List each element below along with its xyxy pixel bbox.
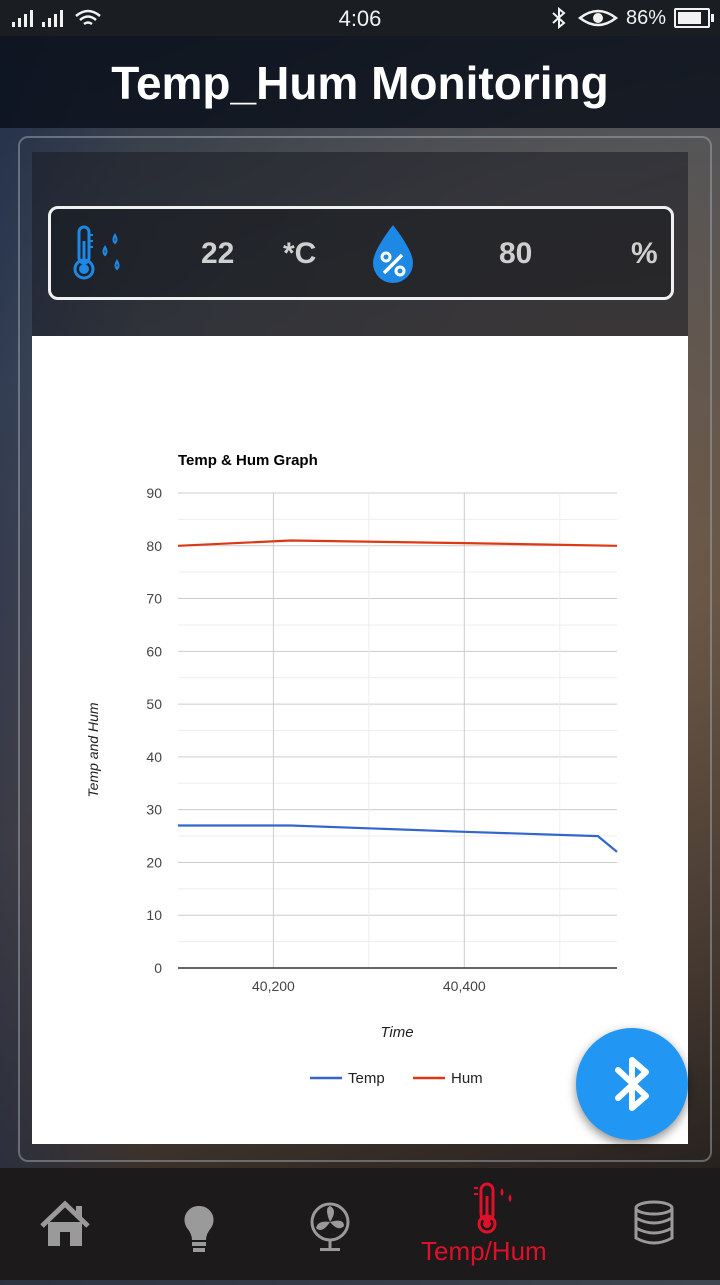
y-tick-label: 40 — [146, 749, 162, 765]
legend-label-temp: Temp — [348, 1070, 385, 1087]
signal-indicators — [10, 6, 120, 35]
y-tick-label: 20 — [146, 854, 162, 870]
nav-database[interactable] — [610, 1168, 700, 1280]
app-header: Temp_Hum Monitoring — [0, 36, 720, 128]
chart-ticks: 0 10 20 30 40 50 60 70 80 90 40,200 40,400 — [146, 485, 486, 994]
y-tick-label: 60 — [146, 643, 162, 659]
y-tick-label: 70 — [146, 591, 162, 607]
nav-home[interactable] — [20, 1168, 110, 1280]
battery-icon — [674, 8, 714, 28]
y-axis-label: Temp and Hum — [85, 702, 101, 798]
database-icon — [634, 1200, 674, 1245]
bluetooth-icon — [552, 6, 566, 30]
y-tick-label: 90 — [146, 485, 162, 501]
y-tick-label: 50 — [146, 696, 162, 712]
content-frame — [18, 136, 712, 1162]
chart-legend: Temp Hum — [310, 1070, 483, 1087]
y-tick-label: 10 — [146, 907, 162, 923]
clock: 4:06 — [338, 6, 382, 31]
y-tick-label: 80 — [146, 538, 162, 554]
y-tick-label: 30 — [146, 802, 162, 818]
chart-card: Temp & Hum Graph 0 10 20 30 40 50 60 70 80 90 40,2… — [32, 336, 688, 1144]
thermometer-drops-icon — [73, 225, 120, 280]
home-icon — [40, 1200, 90, 1246]
chart-series — [177, 539, 618, 853]
readings-box: 22 *C 80 % — [48, 206, 674, 300]
bluetooth-button[interactable] — [576, 1028, 688, 1140]
thermometer-icon — [474, 1182, 512, 1234]
status-bar: 4:06 86% — [0, 0, 720, 36]
y-tick-label: 0 — [154, 960, 162, 976]
eye-icon — [577, 9, 618, 27]
page-title: Temp_Hum Monitoring — [111, 57, 609, 109]
nav-fan[interactable] — [286, 1168, 376, 1280]
bluetooth-icon — [615, 1057, 649, 1111]
chart-title: Temp & Hum Graph — [178, 452, 318, 469]
x-tick-label: 40,200 — [252, 978, 295, 994]
x-tick-label: 40,400 — [443, 978, 486, 994]
temperature-unit: *C — [283, 237, 317, 270]
bulb-icon — [184, 1205, 214, 1252]
legend-label-hum: Hum — [451, 1070, 483, 1087]
humidity-drop-icon — [373, 225, 413, 283]
signal-icon — [12, 10, 33, 27]
temp-hum-chart: Temp & Hum Graph 0 10 20 30 40 50 60 70 80 90 40,2… — [85, 452, 618, 1087]
readings-panel — [32, 152, 688, 338]
nav-temp-hum[interactable]: Temp/Hum — [410, 1168, 580, 1280]
signal-icon — [42, 10, 63, 27]
series-line-hum — [177, 539, 618, 547]
nav-light[interactable] — [154, 1168, 244, 1280]
bottom-nav: Temp/Hum — [0, 1168, 720, 1280]
nav-temp-hum-label: Temp/Hum — [421, 1236, 547, 1266]
temperature-value: 22 — [201, 237, 235, 270]
humidity-value: 80 — [499, 237, 533, 270]
x-axis-label: Time — [380, 1024, 413, 1041]
series-line-temp — [178, 824, 618, 853]
chart-grid — [178, 492, 617, 969]
wifi-icon — [75, 9, 101, 26]
battery-percent: 86% — [625, 6, 666, 29]
humidity-unit: % — [631, 237, 658, 270]
status-right: 86% — [548, 6, 714, 30]
fan-icon — [310, 1202, 350, 1251]
